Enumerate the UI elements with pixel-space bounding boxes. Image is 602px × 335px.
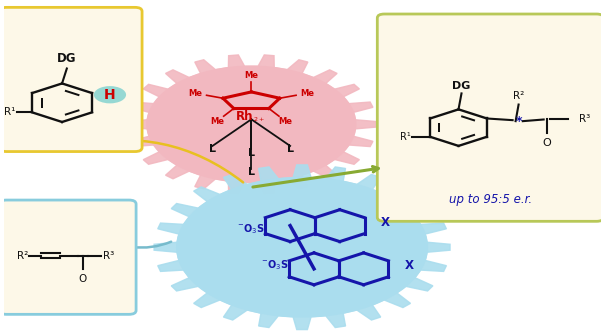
Text: up to 95:5 e.r.: up to 95:5 e.r. — [448, 193, 532, 206]
Text: L: L — [248, 147, 255, 157]
Text: R³: R³ — [104, 251, 114, 261]
Text: Me: Me — [244, 71, 258, 80]
Text: L: L — [287, 144, 294, 154]
Text: Me: Me — [300, 89, 314, 98]
Text: O: O — [79, 274, 87, 284]
Text: DG: DG — [452, 81, 471, 91]
Polygon shape — [126, 55, 377, 194]
Text: Me: Me — [279, 117, 293, 126]
Text: R²: R² — [513, 91, 524, 101]
FancyBboxPatch shape — [0, 7, 142, 151]
Text: O: O — [542, 138, 551, 148]
Text: R¹: R¹ — [4, 107, 15, 117]
Text: $^{2+}$: $^{2+}$ — [253, 116, 265, 125]
Text: $^{-}$O$_3$S: $^{-}$O$_3$S — [237, 222, 264, 236]
Text: L: L — [209, 144, 216, 154]
Text: R²: R² — [17, 251, 28, 261]
Text: L: L — [248, 168, 255, 178]
Polygon shape — [154, 165, 450, 330]
Text: R¹: R¹ — [400, 132, 411, 142]
Text: $^{-}$O$_3$S: $^{-}$O$_3$S — [261, 259, 288, 272]
Text: DG: DG — [57, 52, 76, 65]
Text: *: * — [515, 115, 522, 128]
Text: X: X — [380, 216, 389, 229]
FancyBboxPatch shape — [377, 14, 602, 221]
Text: R³: R³ — [580, 115, 591, 125]
Circle shape — [147, 66, 356, 183]
Text: H: H — [104, 88, 116, 102]
Text: Me: Me — [188, 89, 203, 98]
Text: X: X — [405, 259, 414, 272]
Text: Rh: Rh — [235, 110, 253, 123]
FancyBboxPatch shape — [0, 200, 136, 314]
Circle shape — [177, 178, 427, 317]
Text: Me: Me — [210, 117, 224, 126]
Ellipse shape — [94, 86, 126, 104]
